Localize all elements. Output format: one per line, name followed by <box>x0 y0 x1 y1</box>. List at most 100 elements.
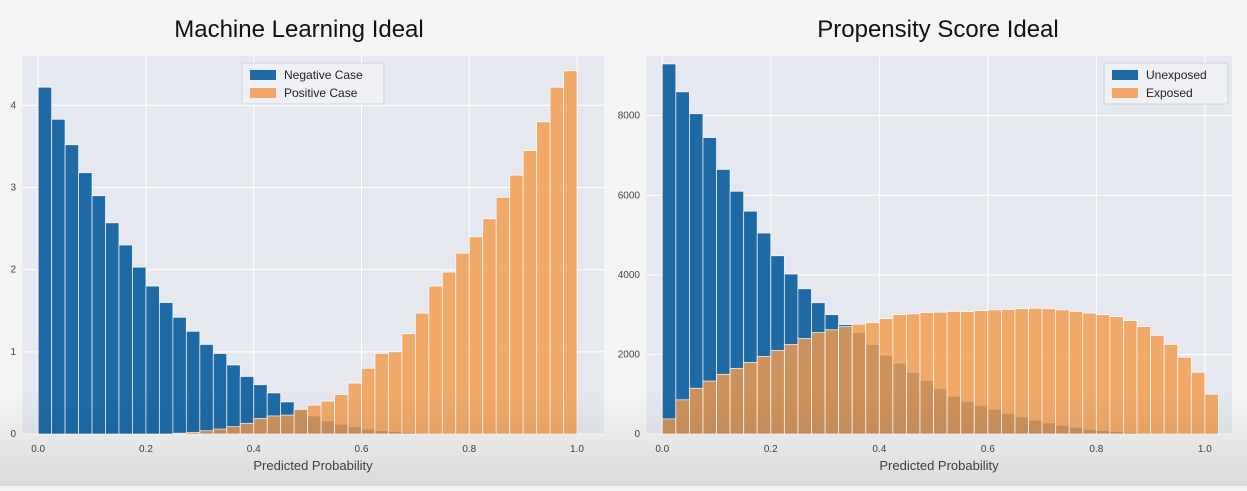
legend-label: Exposed <box>1146 86 1193 100</box>
x-tick-label: 0.2 <box>139 444 153 455</box>
bar <box>308 405 321 434</box>
legend-swatch <box>250 70 276 80</box>
bar <box>1083 313 1097 434</box>
y-tick-label: 8000 <box>618 111 641 122</box>
bar <box>348 383 361 434</box>
bar <box>1137 327 1151 434</box>
bar <box>79 173 92 434</box>
bar <box>1015 309 1029 434</box>
bar <box>456 253 469 434</box>
bar <box>496 197 509 434</box>
bar <box>1151 335 1165 434</box>
bar <box>254 418 267 434</box>
bar <box>1029 308 1043 434</box>
bar <box>106 223 119 434</box>
bar <box>186 331 199 434</box>
bar <box>173 433 186 434</box>
bar <box>213 429 226 434</box>
bar <box>730 368 744 434</box>
x-axis-label: Predicted Probability <box>879 458 999 473</box>
bar <box>676 400 690 434</box>
x-tick-label: 0.0 <box>31 444 45 455</box>
bar <box>988 310 1002 434</box>
bar <box>321 401 334 434</box>
y-tick-label: 3 <box>10 182 16 193</box>
bar <box>294 409 307 434</box>
bar <box>798 339 812 434</box>
bar <box>866 323 880 434</box>
bar <box>240 423 253 434</box>
chart-title: Machine Learning Ideal <box>174 16 424 43</box>
x-axis-label: Predicted Probability <box>253 458 373 473</box>
bar <box>1178 357 1192 434</box>
legend: Negative Case Positive Case <box>242 63 384 104</box>
bar <box>689 114 703 434</box>
bar <box>173 317 186 434</box>
bar <box>961 311 975 434</box>
bar <box>281 415 294 434</box>
bar <box>1191 372 1205 434</box>
bar <box>362 368 375 434</box>
bar <box>52 119 65 434</box>
legend-swatch <box>1112 88 1138 98</box>
bar <box>920 313 934 434</box>
bar <box>550 87 563 434</box>
bar <box>689 388 703 434</box>
legend-label: Negative Case <box>284 68 363 82</box>
legend-label: Positive Case <box>284 86 358 100</box>
bar <box>771 350 785 434</box>
bar <box>402 334 415 434</box>
bar <box>483 219 496 434</box>
bar <box>537 122 550 434</box>
x-tick-label: 1.0 <box>570 444 584 455</box>
bar <box>893 315 907 434</box>
bar <box>213 353 226 434</box>
bar <box>1069 311 1083 434</box>
y-tick-label: 4 <box>10 100 16 111</box>
legend-swatch <box>250 88 276 98</box>
y-tick-label: 2 <box>10 265 16 276</box>
bar <box>784 344 798 434</box>
bar <box>947 311 961 434</box>
bar <box>825 330 839 434</box>
bar <box>974 311 988 434</box>
bar <box>1110 317 1124 434</box>
bar <box>415 313 428 434</box>
x-tick-label: 0.8 <box>1089 444 1103 455</box>
x-tick-label: 0.8 <box>462 444 476 455</box>
bar <box>146 286 159 434</box>
legend-label: Unexposed <box>1146 68 1207 82</box>
bar <box>469 237 482 434</box>
chart-title: Propensity Score Ideal <box>817 16 1058 43</box>
x-tick-label: 1.0 <box>1198 444 1212 455</box>
bar <box>442 272 455 434</box>
bar <box>65 145 78 434</box>
bar <box>717 374 731 434</box>
legend: Unexposed Exposed <box>1104 63 1228 104</box>
bar <box>335 395 348 434</box>
bar <box>1164 344 1178 434</box>
x-tick-label: 0.2 <box>764 444 778 455</box>
y-tick-label: 4000 <box>618 270 641 281</box>
bar <box>852 324 866 434</box>
bar <box>934 312 948 434</box>
bar <box>92 196 105 434</box>
bar <box>388 352 401 434</box>
bar <box>38 87 51 434</box>
bar <box>132 267 145 434</box>
bar <box>375 353 388 434</box>
bar <box>839 327 853 434</box>
bar <box>662 64 676 434</box>
bar <box>676 92 690 434</box>
bar <box>200 431 213 434</box>
bar <box>227 427 240 434</box>
bar <box>906 314 920 434</box>
bar <box>119 245 132 434</box>
bar <box>879 319 893 434</box>
y-tick-label: 1 <box>10 347 16 358</box>
bar <box>1123 321 1137 434</box>
bar <box>1001 309 1015 434</box>
